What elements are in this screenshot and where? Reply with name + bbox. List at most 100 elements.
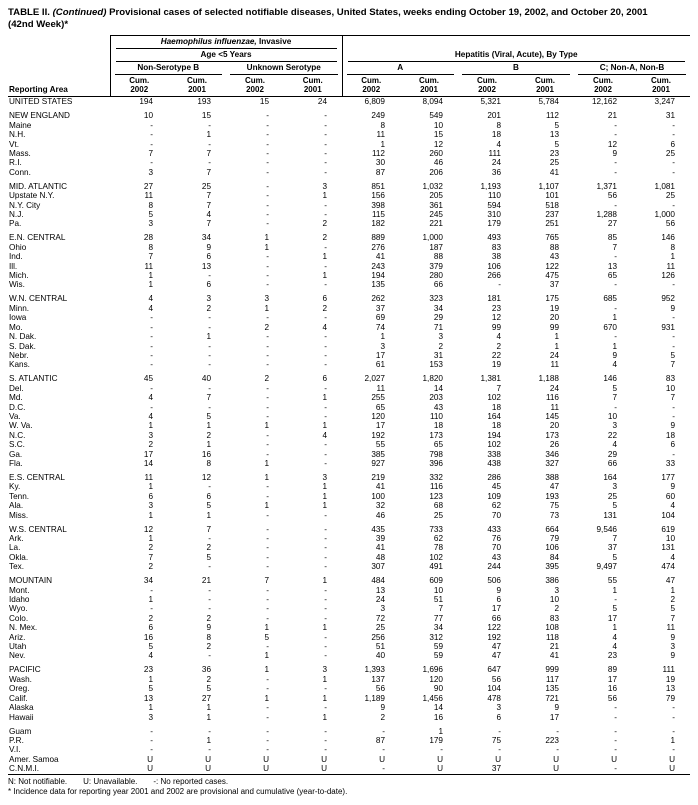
value-cell: 2 [148, 613, 153, 623]
reporting-area-cell: Conn. [9, 167, 31, 177]
value-cell: 3 [612, 482, 617, 492]
value-cell: 4 [612, 360, 617, 370]
value-cell: 2 [148, 543, 153, 553]
value-cell: 25 [549, 158, 559, 168]
value-cell: 11 [144, 191, 154, 201]
value-cell: 3 [148, 219, 153, 229]
value-cell: 2 [670, 595, 675, 605]
value-cell: 65 [607, 271, 617, 281]
value-cell: 66 [607, 458, 617, 468]
value-cell: - [266, 191, 269, 201]
value-cell: - [324, 139, 327, 149]
value-cell: 3 [438, 332, 443, 342]
value-cell: - [672, 341, 675, 351]
table-row: Okla. 7 5 - - 48 102 43 84 5 4 [8, 553, 690, 562]
value-cell: 244 [487, 562, 501, 572]
header-row-age: Age <5 Years [8, 49, 690, 62]
table-row: D.C. - - - - 65 43 18 11 - - [8, 403, 690, 412]
value-cell: - [208, 534, 211, 543]
reporting-area-cell: S.C. [9, 440, 25, 450]
value-cell: 2 [380, 712, 385, 722]
year-label: 2001 [303, 85, 322, 95]
value-cell: 262 [371, 294, 385, 304]
value-cell: - [672, 402, 675, 412]
value-cell: U [495, 754, 501, 764]
value-cell: 9 [554, 703, 559, 713]
value-cell: - [324, 458, 327, 468]
value-cell: 3 [496, 703, 501, 713]
reporting-area-cell: C.N.M.I. [9, 764, 40, 774]
header-row-serotypes: Non-Serotype B Unknown Serotype A B C; N… [8, 62, 690, 75]
value-cell: 14 [143, 458, 153, 468]
value-cell: 24 [549, 350, 559, 360]
value-cell: 60 [665, 491, 675, 501]
value-cell: - [324, 726, 327, 736]
value-cell: 76 [491, 534, 501, 543]
value-cell: 1,371 [596, 181, 618, 191]
value-cell: - [614, 167, 617, 177]
value-cell: 135 [545, 684, 559, 694]
hi-group-label-italic: Haemophilus influenzae, [160, 37, 257, 46]
value-cell: 43 [549, 252, 559, 262]
value-cell: 25 [607, 491, 617, 501]
value-cell: 43 [491, 552, 501, 562]
value-cell: - [266, 674, 269, 684]
value-cell: 609 [429, 576, 443, 586]
value-cell: - [266, 341, 269, 351]
value-cell: - [208, 604, 211, 614]
value-cell: - [324, 595, 327, 605]
reporting-area-cell: Fla. [9, 458, 23, 468]
value-cell: 122 [545, 261, 559, 271]
value-cell: 106 [545, 543, 559, 553]
value-cell: 106 [487, 261, 501, 271]
value-cell: - [208, 726, 211, 736]
value-cell: - [266, 726, 269, 736]
reporting-area-cell: Upstate N.Y. [9, 191, 55, 201]
value-cell: 6 [322, 374, 327, 384]
value-cell: - [324, 383, 327, 393]
reporting-area-cell: S. Dak. [9, 341, 36, 351]
value-cell: - [672, 280, 675, 290]
reporting-area-cell: E.N. CENTRAL [9, 233, 66, 243]
value-cell: - [150, 130, 153, 140]
value-cell: 120 [429, 674, 443, 684]
value-cell: 1,193 [480, 181, 502, 191]
table-row: Wis. 1 6 - - 135 66 - 37 - - [8, 280, 690, 289]
value-cell: 46 [433, 158, 443, 168]
reporting-area-cell: P.R. [9, 735, 24, 745]
value-cell: - [150, 120, 153, 130]
value-cell: 1 [322, 576, 327, 586]
value-cell: U [437, 764, 443, 774]
value-cell: 156 [371, 191, 385, 201]
value-cell: 549 [429, 111, 443, 121]
value-cell: 65 [433, 440, 443, 450]
value-cell: 5 [206, 684, 211, 694]
value-cell: 332 [429, 472, 443, 482]
value-cell: 2,027 [364, 374, 386, 384]
table-row: N.Y. City 8 7 - - 398 361 594 518 - - [8, 201, 690, 210]
value-cell: 18 [433, 421, 443, 431]
value-cell: 5 [206, 501, 211, 511]
value-cell: 2 [206, 430, 211, 440]
table-row: Va. 4 5 - - 120 110 164 145 10 - [8, 412, 690, 421]
value-cell: 85 [607, 233, 617, 243]
table-row: N.H. - 1 - - 11 15 18 13 - - [8, 130, 690, 139]
value-cell: 84 [549, 552, 559, 562]
value-cell: - [324, 402, 327, 412]
value-cell: 2 [206, 303, 211, 313]
table-row: N. Dak. - 1 - - 1 3 4 1 - - [8, 332, 690, 341]
cum-label: Cum. [129, 76, 150, 85]
value-cell: - [208, 651, 211, 661]
reporting-area-cell: N. Dak. [9, 332, 37, 342]
value-cell: 1 [264, 501, 269, 511]
value-cell: 8 [670, 242, 675, 252]
value-cell: - [672, 200, 675, 210]
value-cell: - [324, 167, 327, 177]
value-cell: 1 [264, 458, 269, 468]
value-cell: - [266, 149, 269, 158]
value-cell: 6 [206, 491, 211, 501]
value-cell: 146 [661, 233, 675, 243]
value-cell: - [498, 745, 501, 755]
value-cell: 1 [206, 421, 211, 431]
value-cell: 12,162 [591, 97, 617, 107]
